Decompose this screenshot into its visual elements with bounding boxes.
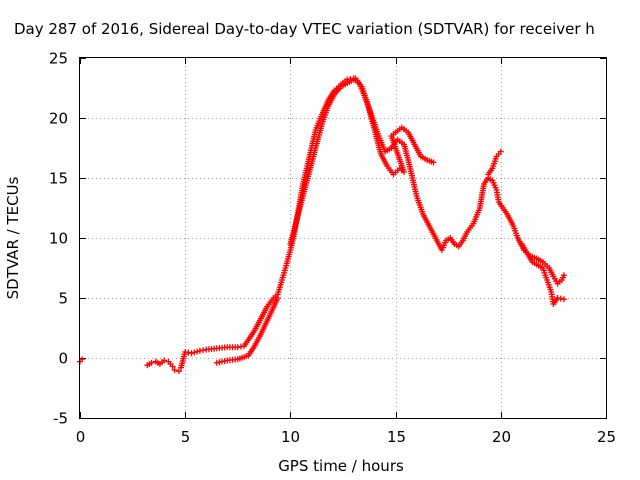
data-point — [560, 272, 567, 279]
data-point — [161, 357, 168, 364]
data-point — [175, 368, 182, 375]
y-tick-label: 0 — [58, 350, 68, 368]
data-point — [79, 356, 86, 363]
x-tick-label: 20 — [492, 428, 511, 446]
x-tick-label: 10 — [281, 428, 300, 446]
x-tick-label: 25 — [597, 428, 616, 446]
data-point — [171, 367, 178, 373]
data-marks — [77, 75, 567, 375]
data-point — [430, 159, 437, 166]
y-tick-label: 20 — [49, 110, 68, 128]
y-tick-label: 25 — [49, 50, 68, 68]
data-point — [497, 148, 504, 155]
data-point — [169, 363, 176, 370]
x-tick-label: 0 — [76, 428, 86, 446]
data-point — [194, 348, 201, 355]
grid-lines — [80, 58, 606, 418]
data-point — [188, 350, 195, 357]
x-axis-label: GPS time / hours — [278, 457, 404, 475]
y-tick-label: 15 — [49, 170, 68, 188]
data-point — [148, 359, 155, 366]
y-tick-label: 10 — [49, 230, 68, 248]
x-tick-label: 15 — [387, 428, 406, 446]
x-tick-label: 5 — [181, 428, 191, 446]
data-point — [191, 349, 198, 356]
chart-title: Day 287 of 2016, Sidereal Day-to-day VTE… — [14, 20, 595, 38]
axis-ticks: 0 5 10 15 20 25 -5 0 5 10 15 20 25 — [49, 50, 616, 447]
data-point — [560, 296, 567, 303]
y-tick-label: 5 — [58, 290, 68, 308]
data-point — [274, 295, 281, 301]
y-tick-label: -5 — [53, 410, 68, 428]
y-axis-label: SDTVAR / TECUs — [4, 176, 22, 299]
plot-frame — [79, 57, 607, 419]
